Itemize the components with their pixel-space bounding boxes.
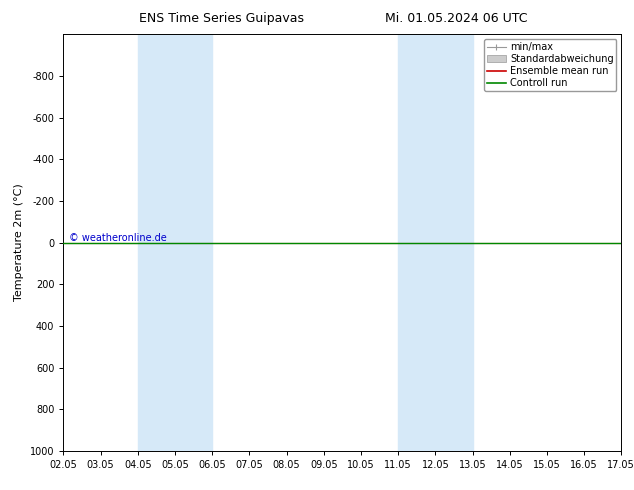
Legend: min/max, Standardabweichung, Ensemble mean run, Controll run: min/max, Standardabweichung, Ensemble me… bbox=[484, 39, 616, 91]
Text: Mi. 01.05.2024 06 UTC: Mi. 01.05.2024 06 UTC bbox=[385, 12, 527, 25]
Y-axis label: Temperature 2m (°C): Temperature 2m (°C) bbox=[15, 184, 24, 301]
Text: © weatheronline.de: © weatheronline.de bbox=[69, 233, 167, 244]
Bar bbox=[138, 34, 212, 451]
Text: ENS Time Series Guipavas: ENS Time Series Guipavas bbox=[139, 12, 304, 25]
Bar bbox=[398, 34, 472, 451]
